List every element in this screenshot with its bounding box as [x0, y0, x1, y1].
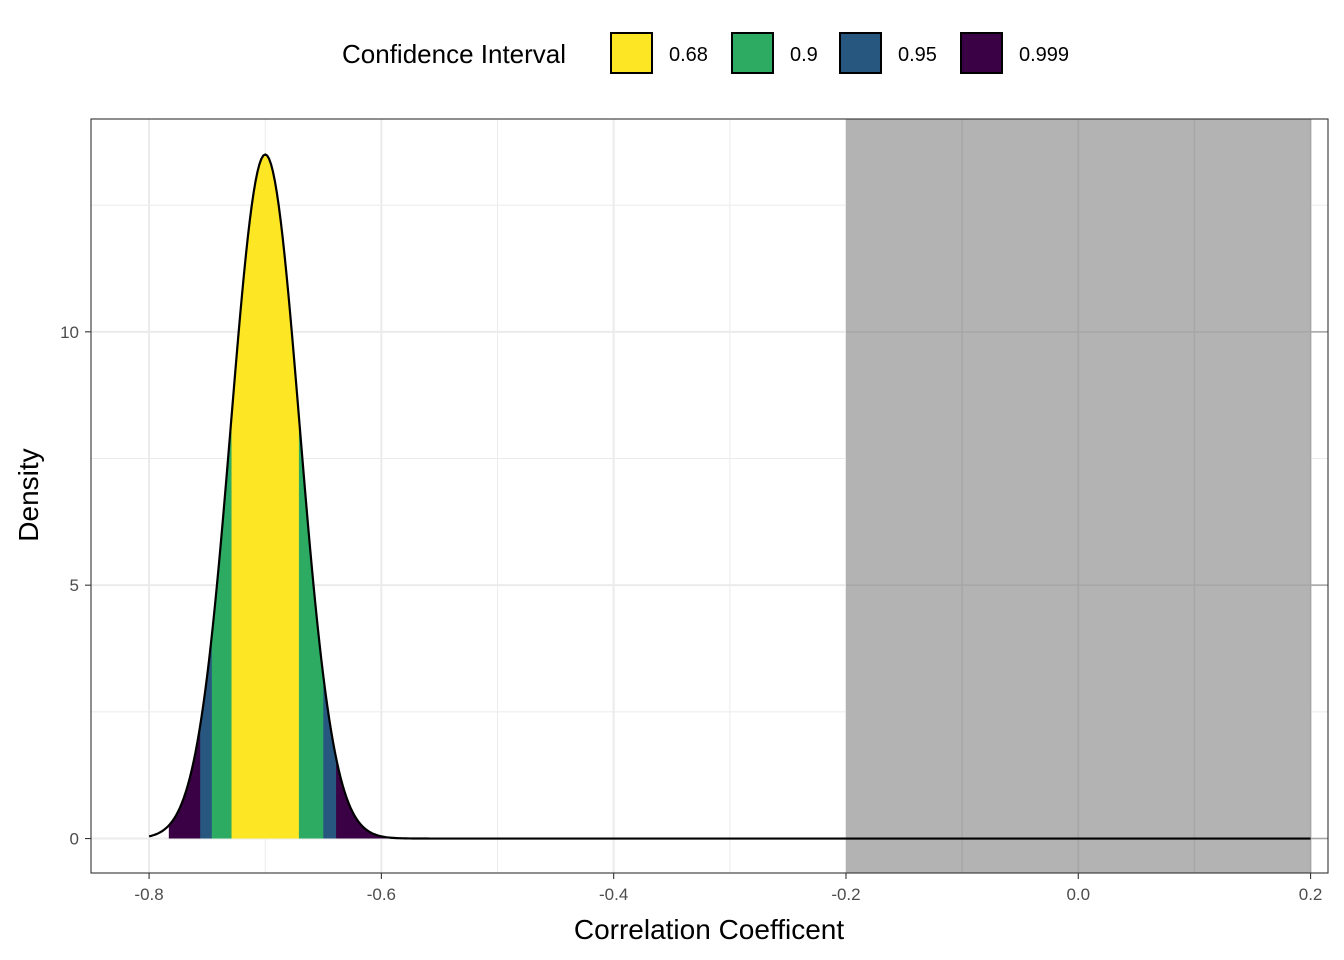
legend-entries: 0.68 0.9 0.95 0.999 — [610, 32, 1069, 74]
y-tick-label: 10 — [60, 323, 79, 342]
plot-panel — [90, 118, 1329, 874]
legend: Confidence Interval 0.68 0.9 0.95 0.999 — [342, 32, 1069, 74]
y-axis-title: Density — [13, 448, 44, 541]
panel-border — [90, 118, 1329, 874]
legend-key-0.68 — [610, 32, 653, 74]
x-tick-label: -0.4 — [599, 885, 628, 904]
y-tick-label: 0 — [70, 830, 79, 849]
x-tick-label: 0.2 — [1299, 885, 1323, 904]
legend-label-0.95: 0.95 — [898, 44, 937, 66]
interval-0.68-fill — [231, 154, 299, 839]
legend-label-0.68: 0.68 — [669, 44, 708, 66]
x-tick-label: -0.8 — [134, 885, 163, 904]
legend-key-0.95 — [839, 32, 882, 74]
density-curve — [148, 153, 1311, 840]
legend-label-0.9: 0.9 — [790, 44, 818, 66]
gridlines-over-shade — [845, 119, 1328, 873]
y-tick-label: 5 — [70, 576, 79, 595]
legend-title: Confidence Interval — [342, 39, 566, 69]
legend-key-0.9 — [731, 32, 774, 74]
x-axis: -0.8 -0.6 -0.4 -0.2 0.0 0.2 — [134, 873, 1322, 904]
x-tick-label: -0.6 — [367, 885, 396, 904]
x-tick-label: -0.2 — [831, 885, 860, 904]
legend-key-0.999 — [960, 32, 1003, 74]
x-tick-label: 0.0 — [1066, 885, 1090, 904]
x-axis-title: Correlation Coefficent — [574, 914, 845, 945]
y-axis: 0 5 10 — [60, 323, 91, 849]
legend-label-0.999: 0.999 — [1019, 44, 1069, 66]
